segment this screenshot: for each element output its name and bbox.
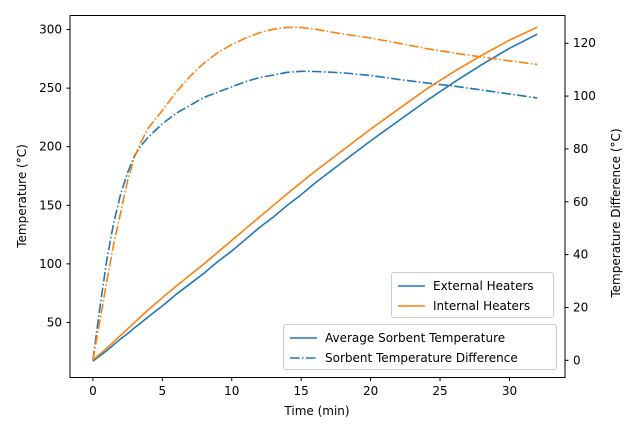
plot-border [69, 15, 566, 378]
legend-line-sample [398, 285, 425, 287]
legend-line-sample [290, 337, 317, 339]
series-line [92, 26, 538, 361]
y-right-tick-label: 100 [573, 89, 596, 103]
legend-item: Sorbent Temperature Difference [290, 348, 549, 368]
x-axis-label: Time (min) [283, 404, 349, 418]
y-right-axis-label: Temperature Difference (°C) [609, 128, 623, 298]
x-tick-label: 25 [432, 384, 447, 398]
legend-item: Average Sorbent Temperature [290, 328, 549, 348]
y-right-tick-label: 20 [573, 300, 588, 314]
y-right-tick-label: 80 [573, 142, 588, 156]
y-left-tick-label: 250 [39, 81, 62, 95]
legend-item-label: External Heaters [433, 279, 534, 293]
legend-line-styles: Average Sorbent Temperature Sorbent Temp… [283, 324, 557, 370]
series-line [92, 70, 538, 361]
x-tick-label: 15 [294, 384, 309, 398]
y-left-tick-label: 150 [39, 198, 62, 212]
y-left-tick-label: 200 [39, 140, 62, 154]
y-left-tick-label: 100 [39, 257, 62, 271]
y-right-tick-label: 60 [573, 195, 588, 209]
legend-item: Internal Heaters [398, 296, 546, 316]
y-left-tick-label: 300 [39, 23, 62, 37]
legend-heaters: External Heaters Internal Heaters [391, 272, 554, 318]
y-left-axis-label: Temperature (°C) [15, 144, 29, 249]
y-right-tick-label: 120 [573, 36, 596, 50]
x-tick-label: 30 [502, 384, 517, 398]
legend-line-sample [398, 305, 425, 307]
legend-line-sample [290, 357, 317, 359]
x-tick-label: 5 [159, 384, 167, 398]
x-tick-label: 20 [363, 384, 378, 398]
legend-item-label: Internal Heaters [433, 299, 531, 313]
series-line [92, 26, 538, 361]
chart-generated-layer: 0 5 10 15 20 25 30 50 100 150 200 250 300 0 20 40 60 80 10… [39, 15, 596, 398]
legend-item: External Heaters [398, 276, 546, 296]
legend-item-label: Sorbent Temperature Difference [325, 351, 518, 365]
series-line [92, 33, 538, 362]
x-tick-label: 0 [89, 384, 97, 398]
y-right-tick-label: 40 [573, 248, 588, 262]
x-tick-label: 10 [224, 384, 239, 398]
y-left-tick-label: 50 [47, 315, 62, 329]
legend-item-label: Average Sorbent Temperature [325, 331, 506, 345]
y-right-tick-label: 0 [573, 353, 581, 367]
